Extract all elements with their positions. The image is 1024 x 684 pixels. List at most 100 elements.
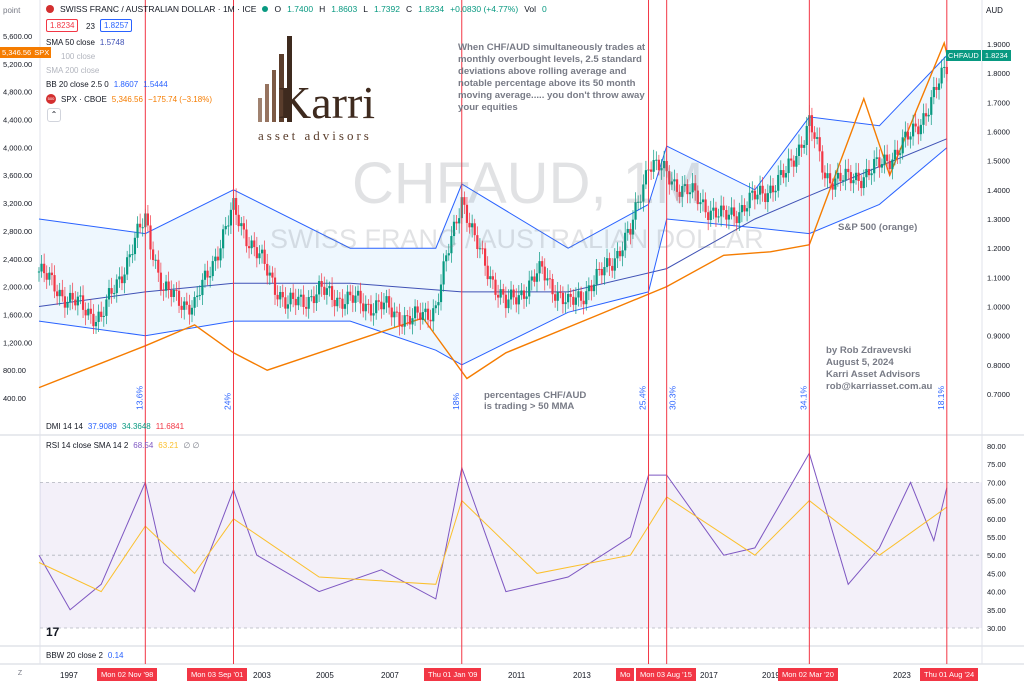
candle[interactable] bbox=[839, 172, 842, 182]
candle[interactable] bbox=[237, 214, 240, 227]
candle[interactable] bbox=[362, 303, 365, 312]
candle[interactable] bbox=[297, 296, 300, 306]
candle[interactable] bbox=[720, 205, 723, 217]
candle[interactable] bbox=[914, 123, 917, 127]
candle[interactable] bbox=[600, 268, 603, 276]
candle[interactable] bbox=[688, 192, 692, 195]
candle[interactable] bbox=[426, 308, 430, 320]
candle[interactable] bbox=[930, 97, 933, 115]
candle[interactable] bbox=[528, 280, 531, 297]
candle[interactable] bbox=[97, 311, 100, 322]
candle[interactable] bbox=[349, 291, 352, 296]
candle[interactable] bbox=[84, 309, 87, 316]
candle[interactable] bbox=[242, 223, 245, 230]
candle[interactable] bbox=[629, 228, 632, 235]
candle[interactable] bbox=[662, 161, 666, 169]
candle[interactable] bbox=[725, 210, 728, 220]
candle[interactable] bbox=[743, 205, 746, 212]
candle[interactable] bbox=[745, 208, 749, 212]
candle[interactable] bbox=[364, 303, 367, 312]
candle[interactable] bbox=[452, 221, 456, 237]
candle[interactable] bbox=[924, 113, 928, 117]
candle[interactable] bbox=[906, 131, 910, 140]
candle[interactable] bbox=[442, 261, 445, 285]
candle[interactable] bbox=[336, 297, 339, 307]
candle[interactable] bbox=[172, 289, 175, 297]
candle[interactable] bbox=[245, 229, 248, 247]
candle[interactable] bbox=[530, 276, 533, 281]
candle[interactable] bbox=[821, 151, 824, 173]
candle[interactable] bbox=[777, 174, 780, 191]
candle[interactable] bbox=[369, 304, 373, 316]
candle[interactable] bbox=[94, 321, 98, 327]
candle[interactable] bbox=[691, 183, 694, 193]
time-event-badge[interactable]: Mon 03 Aug '15 bbox=[636, 668, 696, 681]
candle[interactable] bbox=[203, 270, 207, 280]
candle[interactable] bbox=[377, 300, 380, 302]
candle[interactable] bbox=[188, 304, 191, 315]
candle[interactable] bbox=[582, 300, 585, 305]
candle[interactable] bbox=[398, 312, 401, 326]
candle[interactable] bbox=[937, 83, 941, 90]
candle[interactable] bbox=[429, 319, 432, 322]
candle[interactable] bbox=[795, 155, 798, 167]
candle[interactable] bbox=[439, 284, 443, 303]
candle[interactable] bbox=[424, 308, 427, 313]
candle[interactable] bbox=[828, 173, 832, 184]
candle[interactable] bbox=[164, 281, 168, 291]
candle[interactable] bbox=[631, 219, 635, 235]
candle[interactable] bbox=[157, 259, 160, 273]
candle[interactable] bbox=[917, 126, 920, 135]
candle[interactable] bbox=[302, 294, 305, 307]
candle[interactable] bbox=[154, 259, 157, 261]
candle[interactable] bbox=[432, 308, 435, 322]
candle[interactable] bbox=[639, 201, 642, 203]
candle[interactable] bbox=[748, 192, 751, 209]
candle[interactable] bbox=[704, 199, 707, 213]
candle[interactable] bbox=[180, 305, 183, 310]
candle[interactable] bbox=[141, 227, 144, 229]
candle[interactable] bbox=[813, 132, 816, 139]
candle[interactable] bbox=[126, 257, 129, 275]
candle[interactable] bbox=[901, 137, 904, 154]
candle[interactable] bbox=[701, 199, 705, 203]
candle[interactable] bbox=[896, 149, 899, 155]
candle[interactable] bbox=[862, 177, 865, 189]
candle[interactable] bbox=[211, 261, 214, 277]
candle[interactable] bbox=[803, 144, 806, 148]
candle[interactable] bbox=[281, 291, 284, 298]
candle[interactable] bbox=[263, 249, 266, 264]
candle[interactable] bbox=[372, 313, 375, 316]
candle[interactable] bbox=[852, 180, 855, 184]
candle[interactable] bbox=[932, 86, 935, 98]
candle[interactable] bbox=[463, 197, 466, 205]
candle[interactable] bbox=[458, 218, 461, 224]
overbought-note[interactable]: When CHF/AUD simultaneously trades at mo… bbox=[458, 42, 646, 113]
candle[interactable] bbox=[403, 315, 406, 327]
candle[interactable] bbox=[286, 304, 290, 309]
candle[interactable] bbox=[922, 113, 925, 125]
candle[interactable] bbox=[709, 210, 712, 221]
candle[interactable] bbox=[66, 301, 69, 308]
candle[interactable] bbox=[100, 311, 103, 317]
candle[interactable] bbox=[574, 297, 577, 305]
candle[interactable] bbox=[784, 173, 788, 178]
candle[interactable] bbox=[294, 298, 297, 306]
candle[interactable] bbox=[276, 294, 279, 300]
candle[interactable] bbox=[149, 225, 152, 250]
candle[interactable] bbox=[543, 266, 546, 281]
candle[interactable] bbox=[779, 170, 782, 175]
candle[interactable] bbox=[411, 318, 414, 325]
candle[interactable] bbox=[455, 221, 458, 224]
candle[interactable] bbox=[598, 268, 601, 270]
spx-legend[interactable]: 500 SPX · CBOE 5,346.56 −175.74 (−3.18%) bbox=[46, 94, 212, 104]
candle[interactable] bbox=[284, 297, 287, 309]
candle[interactable] bbox=[733, 207, 736, 217]
candle[interactable] bbox=[546, 278, 549, 281]
candle[interactable] bbox=[891, 159, 894, 170]
candle[interactable] bbox=[234, 198, 238, 215]
candle[interactable] bbox=[535, 273, 539, 282]
candle[interactable] bbox=[585, 291, 588, 305]
sma200-legend[interactable]: SMA 200 close bbox=[46, 66, 99, 75]
candle[interactable] bbox=[89, 308, 92, 314]
